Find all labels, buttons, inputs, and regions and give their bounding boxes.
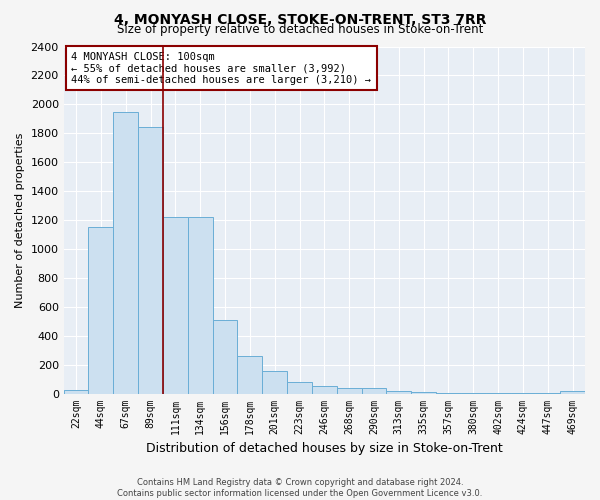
Bar [461, 393, 485, 394]
Bar [212, 320, 238, 394]
Text: Size of property relative to detached houses in Stoke-on-Trent: Size of property relative to detached ho… [117, 22, 483, 36]
Bar [362, 388, 386, 394]
Bar [238, 356, 262, 394]
Text: Contains HM Land Registry data © Crown copyright and database right 2024.
Contai: Contains HM Land Registry data © Crown c… [118, 478, 482, 498]
Bar [88, 226, 113, 394]
Y-axis label: Number of detached properties: Number of detached properties [15, 132, 25, 308]
Bar [312, 386, 337, 394]
Bar [113, 112, 138, 394]
Text: 4 MONYASH CLOSE: 100sqm
← 55% of detached houses are smaller (3,992)
44% of semi: 4 MONYASH CLOSE: 100sqm ← 55% of detache… [71, 52, 371, 85]
Bar [287, 382, 312, 394]
Bar [163, 217, 188, 394]
X-axis label: Distribution of detached houses by size in Stoke-on-Trent: Distribution of detached houses by size … [146, 442, 503, 455]
Bar [560, 392, 585, 394]
Bar [386, 392, 411, 394]
Bar [411, 392, 436, 394]
Bar [138, 128, 163, 394]
Bar [436, 393, 461, 394]
Text: 4, MONYASH CLOSE, STOKE-ON-TRENT, ST3 7RR: 4, MONYASH CLOSE, STOKE-ON-TRENT, ST3 7R… [114, 12, 486, 26]
Bar [188, 217, 212, 394]
Bar [262, 371, 287, 394]
Bar [64, 390, 88, 394]
Bar [337, 388, 362, 394]
